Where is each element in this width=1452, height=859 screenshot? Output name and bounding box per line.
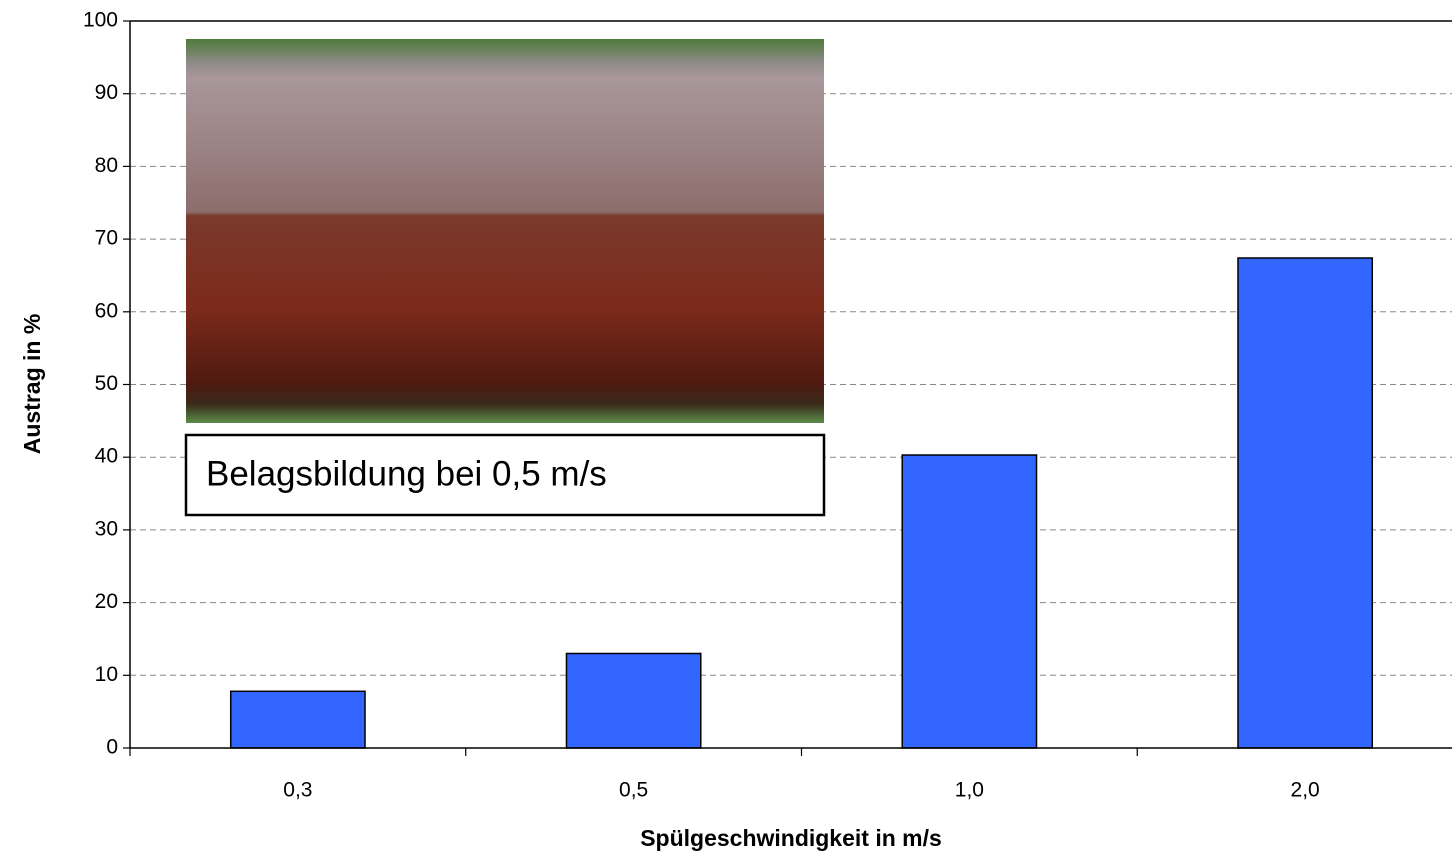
bar [566,653,700,748]
y-tick-label: 50 [95,372,118,395]
y-tick-label: 0 [106,736,118,759]
bar [1238,258,1372,748]
page: Belagsbildung bei 0,5 m/s Spülgeschwindi… [0,0,1452,859]
y-tick-label: 10 [95,663,118,686]
y-tick-label: 100 [83,9,118,32]
x-axis-title: Spülgeschwindigkeit in m/s [640,825,942,851]
x-tick-label: 0,5 [619,779,648,802]
y-axis-title: Austrag in % [19,314,45,455]
chart: Belagsbildung bei 0,5 m/s Spülgeschwindi… [0,0,1452,859]
y-tick-label: 80 [95,154,118,177]
bar [902,455,1036,748]
x-tick-label: 2,0 [1291,779,1320,802]
annotation: Belagsbildung bei 0,5 m/s [206,454,607,493]
y-tick-label: 70 [95,227,118,250]
y-tick-label: 30 [95,517,118,540]
bar [231,691,365,748]
y-tick-label: 60 [95,299,118,322]
y-tick-label: 20 [95,590,118,613]
y-tick-label: 90 [95,81,118,104]
x-tick-label: 0,3 [283,779,312,802]
photo-inset [186,39,824,423]
y-tick-label: 40 [95,445,118,468]
x-tick-label: 1,0 [955,779,984,802]
